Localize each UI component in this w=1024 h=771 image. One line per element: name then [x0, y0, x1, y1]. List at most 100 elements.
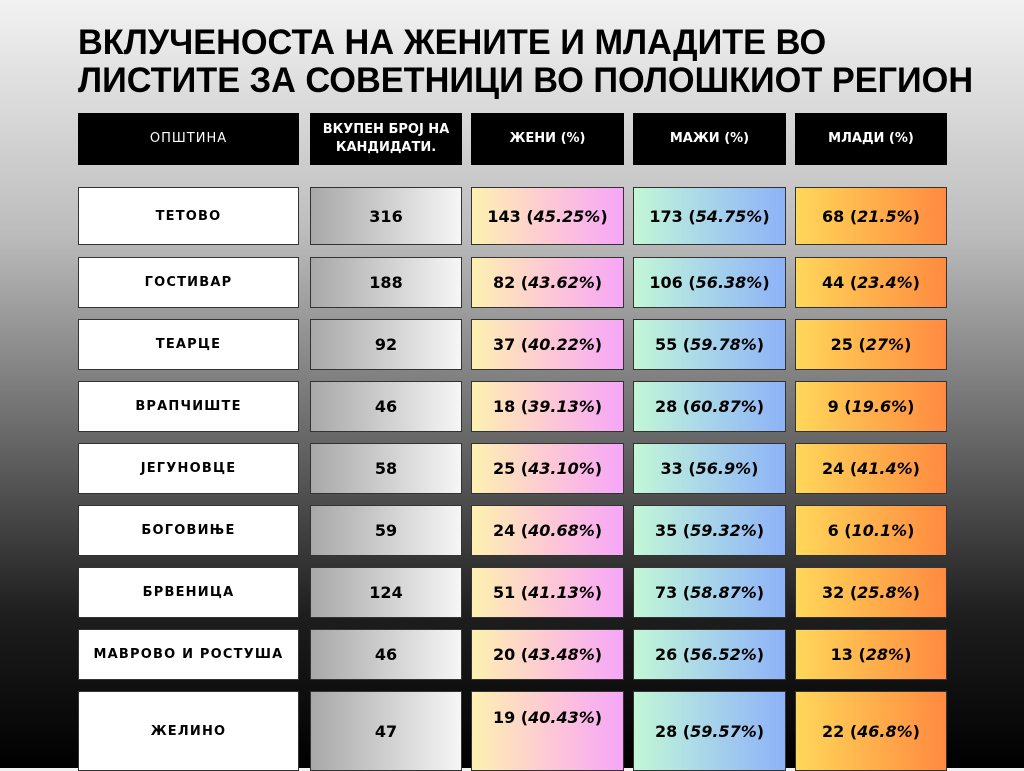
youth-count: 9	[827, 397, 839, 416]
men-cell: 28 (60.87%)	[633, 381, 786, 432]
total-cell: 47	[310, 691, 462, 771]
total-cell: 124	[310, 567, 462, 618]
men-percent: 60.87%	[690, 397, 757, 416]
men-count: 26	[654, 645, 678, 664]
youth-count: 13	[830, 645, 853, 664]
youth-count: 44	[822, 273, 845, 292]
women-cell: 24 (40.68%)	[471, 505, 624, 556]
women-count: 143	[487, 206, 521, 226]
municipality-name: БОГОВИЊЕ	[141, 523, 236, 538]
men-count: 33	[660, 459, 683, 478]
women-cell: 25 (43.10%)	[471, 443, 624, 494]
men-percent: 58.87%	[690, 583, 757, 602]
municipality-cell: БРВЕНИЦА	[78, 567, 299, 618]
men-cell: 26 (56.52%)	[633, 629, 786, 680]
municipality-name: ЖЕЛИНО	[150, 723, 227, 739]
men-percent: 56.9%	[695, 459, 752, 478]
youth-cell: 13 (28%)	[795, 629, 947, 680]
youth-cell: 24 (41.4%)	[795, 443, 947, 494]
municipality-name: ЈЕГУНОВЦЕ	[140, 461, 237, 476]
men-percent: 56.38%	[695, 273, 763, 292]
men-percent: 56.52%	[690, 645, 757, 664]
youth-percent: 41.4%	[857, 459, 913, 478]
youth-cell: 22 (46.8%)	[795, 691, 947, 771]
women-cell: 19 (40.43%)	[471, 691, 624, 771]
total-count: 92	[374, 335, 398, 354]
youth-percent: 28%	[865, 645, 905, 664]
total-count: 188	[369, 273, 403, 292]
total-cell: 92	[310, 319, 462, 370]
total-cell: 46	[310, 381, 462, 432]
header-total: ВКУПЕН БРОЈ НА КАНДИДАТИ.	[310, 113, 462, 165]
men-cell: 173 (54.75%)	[633, 187, 786, 245]
youth-cell: 32 (25.8%)	[795, 567, 947, 618]
men-percent: 54.75%	[695, 206, 763, 226]
municipality-cell: ВРАПЧИШТЕ	[78, 381, 299, 432]
men-count: 28	[654, 721, 678, 741]
total-count: 46	[374, 397, 398, 416]
youth-count: 24	[822, 459, 845, 478]
youth-percent: 46.8%	[857, 721, 913, 741]
municipality-cell: ТЕАРЦЕ	[78, 319, 299, 370]
women-count: 25	[492, 459, 516, 478]
total-count: 316	[369, 206, 403, 226]
men-cell: 28 (59.57%)	[633, 691, 786, 771]
youth-cell: 44 (23.4%)	[795, 257, 947, 308]
men-count: 35	[654, 521, 678, 540]
page-title: ВКЛУЧЕНОСТА НА ЖЕНИТЕ И МЛАДИТЕ ВО ЛИСТИ…	[78, 23, 974, 100]
youth-cell: 9 (19.6%)	[795, 381, 947, 432]
municipality-name: ВРАПЧИШТЕ	[135, 399, 242, 414]
women-percent: 39.13%	[528, 397, 595, 416]
header-municipality: ОПШТИНА	[78, 113, 299, 165]
women-percent: 43.10%	[528, 459, 595, 478]
women-percent: 41.13%	[528, 583, 595, 602]
total-cell: 59	[310, 505, 462, 556]
youth-count: 22	[822, 721, 845, 741]
municipality-name: МАВРОВО И РОСТУША	[93, 647, 284, 662]
youth-percent: 23.4%	[857, 273, 913, 292]
men-count: 173	[649, 206, 683, 226]
women-percent: 40.68%	[528, 521, 595, 540]
women-cell: 37 (40.22%)	[471, 319, 624, 370]
women-count: 19	[492, 708, 516, 727]
women-cell: 18 (39.13%)	[471, 381, 624, 432]
municipality-name: ГОСТИВАР	[144, 275, 233, 290]
youth-percent: 19.6%	[851, 397, 908, 416]
municipality-cell: ЖЕЛИНО	[78, 691, 299, 771]
men-cell: 73 (58.87%)	[633, 567, 786, 618]
header-youth: МЛАДИ (%)	[795, 113, 947, 165]
youth-count: 25	[830, 335, 853, 354]
women-percent: 40.43%	[528, 708, 595, 727]
women-percent: 40.22%	[528, 335, 595, 354]
men-cell: 35 (59.32%)	[633, 505, 786, 556]
total-count: 58	[374, 459, 398, 478]
total-count: 46	[374, 645, 398, 664]
women-count: 24	[492, 521, 516, 540]
youth-cell: 25 (27%)	[795, 319, 947, 370]
municipality-cell: БОГОВИЊЕ	[78, 505, 299, 556]
youth-percent: 21.5%	[857, 206, 913, 226]
men-cell: 33 (56.9%)	[633, 443, 786, 494]
municipality-cell: ЈЕГУНОВЦЕ	[78, 443, 299, 494]
total-cell: 188	[310, 257, 462, 308]
men-cell: 55 (59.78%)	[633, 319, 786, 370]
total-count: 59	[374, 521, 398, 540]
men-count: 28	[654, 397, 678, 416]
youth-percent: 27%	[865, 335, 905, 354]
total-count: 47	[374, 721, 398, 741]
women-count: 51	[492, 583, 516, 602]
women-cell: 82 (43.62%)	[471, 257, 624, 308]
total-cell: 58	[310, 443, 462, 494]
municipality-cell: ГОСТИВАР	[78, 257, 299, 308]
total-count: 124	[369, 583, 403, 602]
youth-count: 6	[827, 521, 839, 540]
youth-count: 68	[822, 206, 845, 226]
youth-count: 32	[822, 583, 845, 602]
men-percent: 59.32%	[690, 521, 757, 540]
women-count: 82	[492, 273, 516, 292]
total-cell: 316	[310, 187, 462, 245]
men-percent: 59.57%	[690, 721, 757, 741]
women-count: 37	[492, 335, 516, 354]
municipality-cell: МАВРОВО И РОСТУША	[78, 629, 299, 680]
total-cell: 46	[310, 629, 462, 680]
